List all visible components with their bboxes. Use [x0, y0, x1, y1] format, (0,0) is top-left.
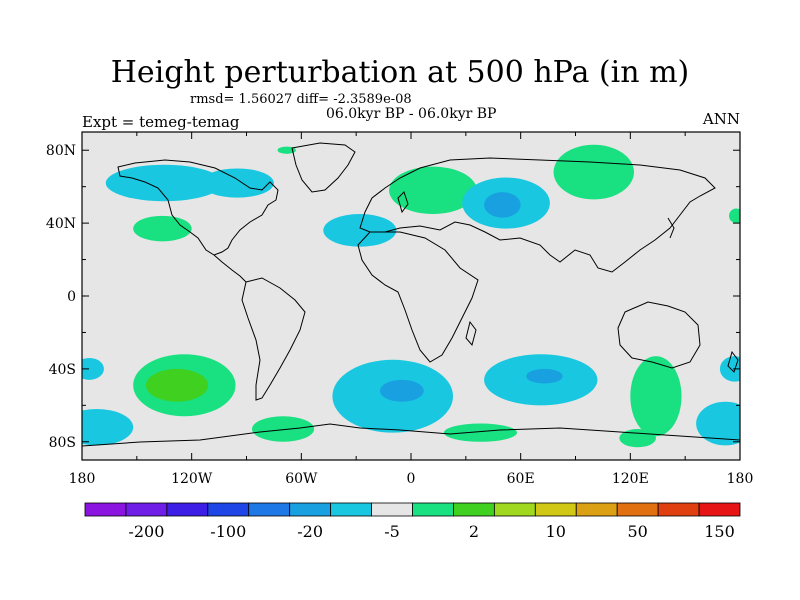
colorbar-label: -5 [384, 522, 400, 541]
colorbar-box [371, 502, 413, 517]
region-negative-11 [82, 357, 104, 380]
period-label: 06.0kyr BP - 06.0kyr BP [326, 106, 497, 122]
region-negative-7 [484, 192, 521, 218]
colorbar-box [657, 502, 700, 517]
x-axis: 180 120W 60W 0 60E 120E 180 [69, 132, 754, 487]
colorbar-box [289, 502, 332, 517]
region-positive-19 [630, 356, 682, 437]
colorbar-box [493, 502, 536, 517]
region-positive-2 [133, 215, 192, 242]
colorbar-box [207, 502, 250, 517]
region-negative-22 [719, 356, 740, 382]
colorbar-label: -100 [210, 522, 246, 541]
x-tick-label: 120E [612, 471, 649, 487]
colorbar-box [330, 502, 372, 517]
season-label: ANN [702, 110, 740, 128]
colorbar-box [534, 502, 577, 517]
region-positive-8 [553, 144, 634, 200]
chart-title: Height perturbation at 500 hPa (in m) [110, 55, 690, 90]
colorbar-label: 50 [627, 522, 647, 541]
y-tick-label: 80N [46, 143, 76, 159]
colorbar: -200 -100 -20 -5 2 10 50 150 [84, 502, 741, 541]
x-tick-label: 180 [69, 471, 96, 487]
experiment-label: Expt = temeg-temag [82, 113, 240, 131]
y-tick-label: 40S [49, 362, 76, 378]
colorbar-box [616, 502, 659, 517]
region-negative-12 [82, 408, 134, 446]
region-positive-3 [277, 146, 296, 154]
x-tick-label: 0 [407, 471, 416, 487]
colorbar-box [575, 502, 618, 517]
region-positive-13 [251, 416, 315, 442]
y-tick-label: 80S [49, 435, 76, 451]
region-negative-18 [526, 368, 563, 384]
y-tick-label: 0 [67, 289, 76, 305]
colorbar-box [412, 502, 454, 517]
colorbar-label: 10 [546, 522, 566, 541]
region-positive-16 [443, 423, 518, 442]
region-negative-0 [105, 164, 223, 202]
colorbar-label: 2 [469, 522, 479, 541]
region-negative-4 [323, 214, 397, 247]
colorbar-box [84, 502, 127, 517]
x-tick-label: 60E [507, 471, 535, 487]
region-negative-15 [379, 379, 424, 402]
y-tick-label: 40N [46, 216, 76, 232]
x-tick-label: 180 [727, 471, 754, 487]
region-positive-5 [389, 166, 477, 214]
perturbation-regions [82, 144, 740, 448]
rmsd-diff-stats: rmsd= 1.56027 diff= -2.3589e-08 [190, 92, 412, 107]
region-positive-10 [145, 368, 209, 402]
region-negative-21 [696, 401, 740, 446]
colorbar-box [166, 502, 209, 517]
colorbar-box [698, 502, 741, 517]
x-tick-label: 60W [285, 471, 318, 487]
region-negative-1 [200, 168, 274, 198]
colorbar-label: -20 [297, 522, 323, 541]
colorbar-box [125, 502, 168, 517]
region-positive-23 [729, 208, 740, 224]
colorbar-box [453, 502, 495, 517]
colorbar-label: -200 [128, 522, 164, 541]
colorbar-box [248, 502, 291, 517]
region-positive-20 [619, 429, 656, 448]
y-axis: 80N 40N 0 40S 80S [46, 143, 740, 451]
x-tick-label: 120W [171, 471, 213, 487]
colorbar-label: 150 [704, 522, 735, 541]
coastlines [82, 142, 740, 447]
